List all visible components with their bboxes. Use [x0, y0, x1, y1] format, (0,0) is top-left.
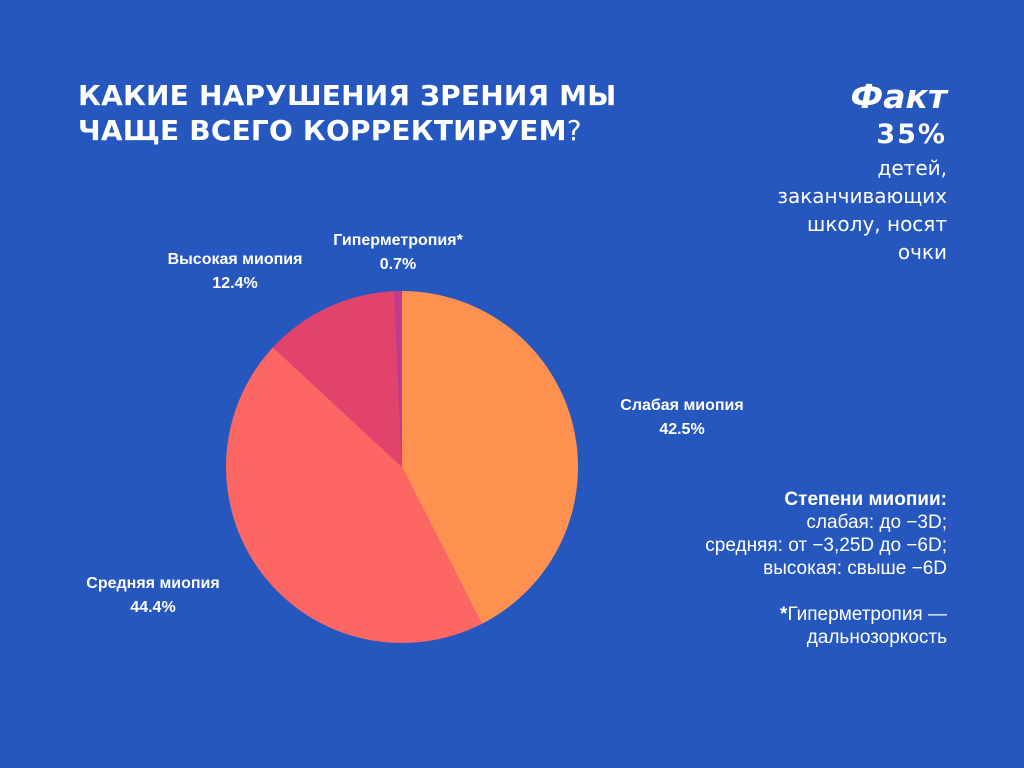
slice-label-high: Высокая миопия 12.4% [168, 248, 303, 296]
notes-item: высокая: свыше −6D [763, 558, 947, 579]
notes-item: средняя: от −3,25D до −6D; [705, 535, 947, 556]
slice-weak-myopia [402, 291, 579, 624]
slice-label-hyper: Гиперметропия* 0.7% [333, 229, 463, 277]
fact-text: детей, заканчивающих школу, носят очки [687, 154, 947, 266]
fact-line: очки [897, 240, 947, 264]
title-line-2: ЧАЩЕ ВСЕГО КОРРЕКТИРУЕМ? [78, 113, 678, 148]
footnote-line-2: дальнозоркость [806, 627, 947, 648]
slice-name: Высокая миопия [167, 251, 303, 268]
notes-heading: Степени миопии: [784, 489, 947, 510]
fact-line: заканчивающих [777, 184, 947, 208]
footnote-text-1: Гиперметропия — [787, 604, 947, 625]
slice-value: 44.4% [130, 599, 176, 616]
notes-item: слабая: до −3D; [806, 512, 947, 533]
slice-high-myopia [272, 291, 402, 467]
slice-value: 42.5% [659, 421, 705, 438]
slice-label-weak: Слабая миопия 42.5% [620, 394, 743, 442]
notes-block: Степени миопии: слабая: до −3D; средняя:… [567, 488, 947, 649]
fact-line: детей, [877, 156, 947, 180]
title-line-2-text: ЧАЩЕ ВСЕГО КОРРЕКТИРУЕМ [78, 114, 567, 147]
fact-block: Факт 35% детей, заканчивающих школу, нос… [687, 76, 947, 266]
slice-medium-myopia [226, 347, 482, 643]
slice-name: Гиперметропия* [333, 232, 463, 249]
footnote-star: * [780, 604, 788, 625]
slice-value: 12.4% [212, 275, 258, 292]
title-question-mark: ? [566, 114, 582, 147]
slice-label-medium: Средняя миопия 44.4% [86, 572, 219, 620]
notes-spacer [567, 580, 947, 603]
slice-name: Средняя миопия [86, 575, 220, 592]
footnote-line-1: *Гиперметропия — [567, 603, 947, 626]
page-title: КАКИЕ НАРУШЕНИЯ ЗРЕНИЯ МЫ ЧАЩЕ ВСЕГО КОР… [78, 78, 678, 148]
fact-line: школу, носят [807, 212, 947, 236]
slice-name: Слабая миопия [620, 397, 744, 414]
title-line-1: КАКИЕ НАРУШЕНИЯ ЗРЕНИЯ МЫ [78, 79, 617, 112]
fact-number: 35% [876, 119, 947, 150]
fact-heading: Факт [850, 77, 947, 116]
slice-hyperopia [394, 291, 402, 467]
slice-value: 0.7% [379, 256, 417, 273]
